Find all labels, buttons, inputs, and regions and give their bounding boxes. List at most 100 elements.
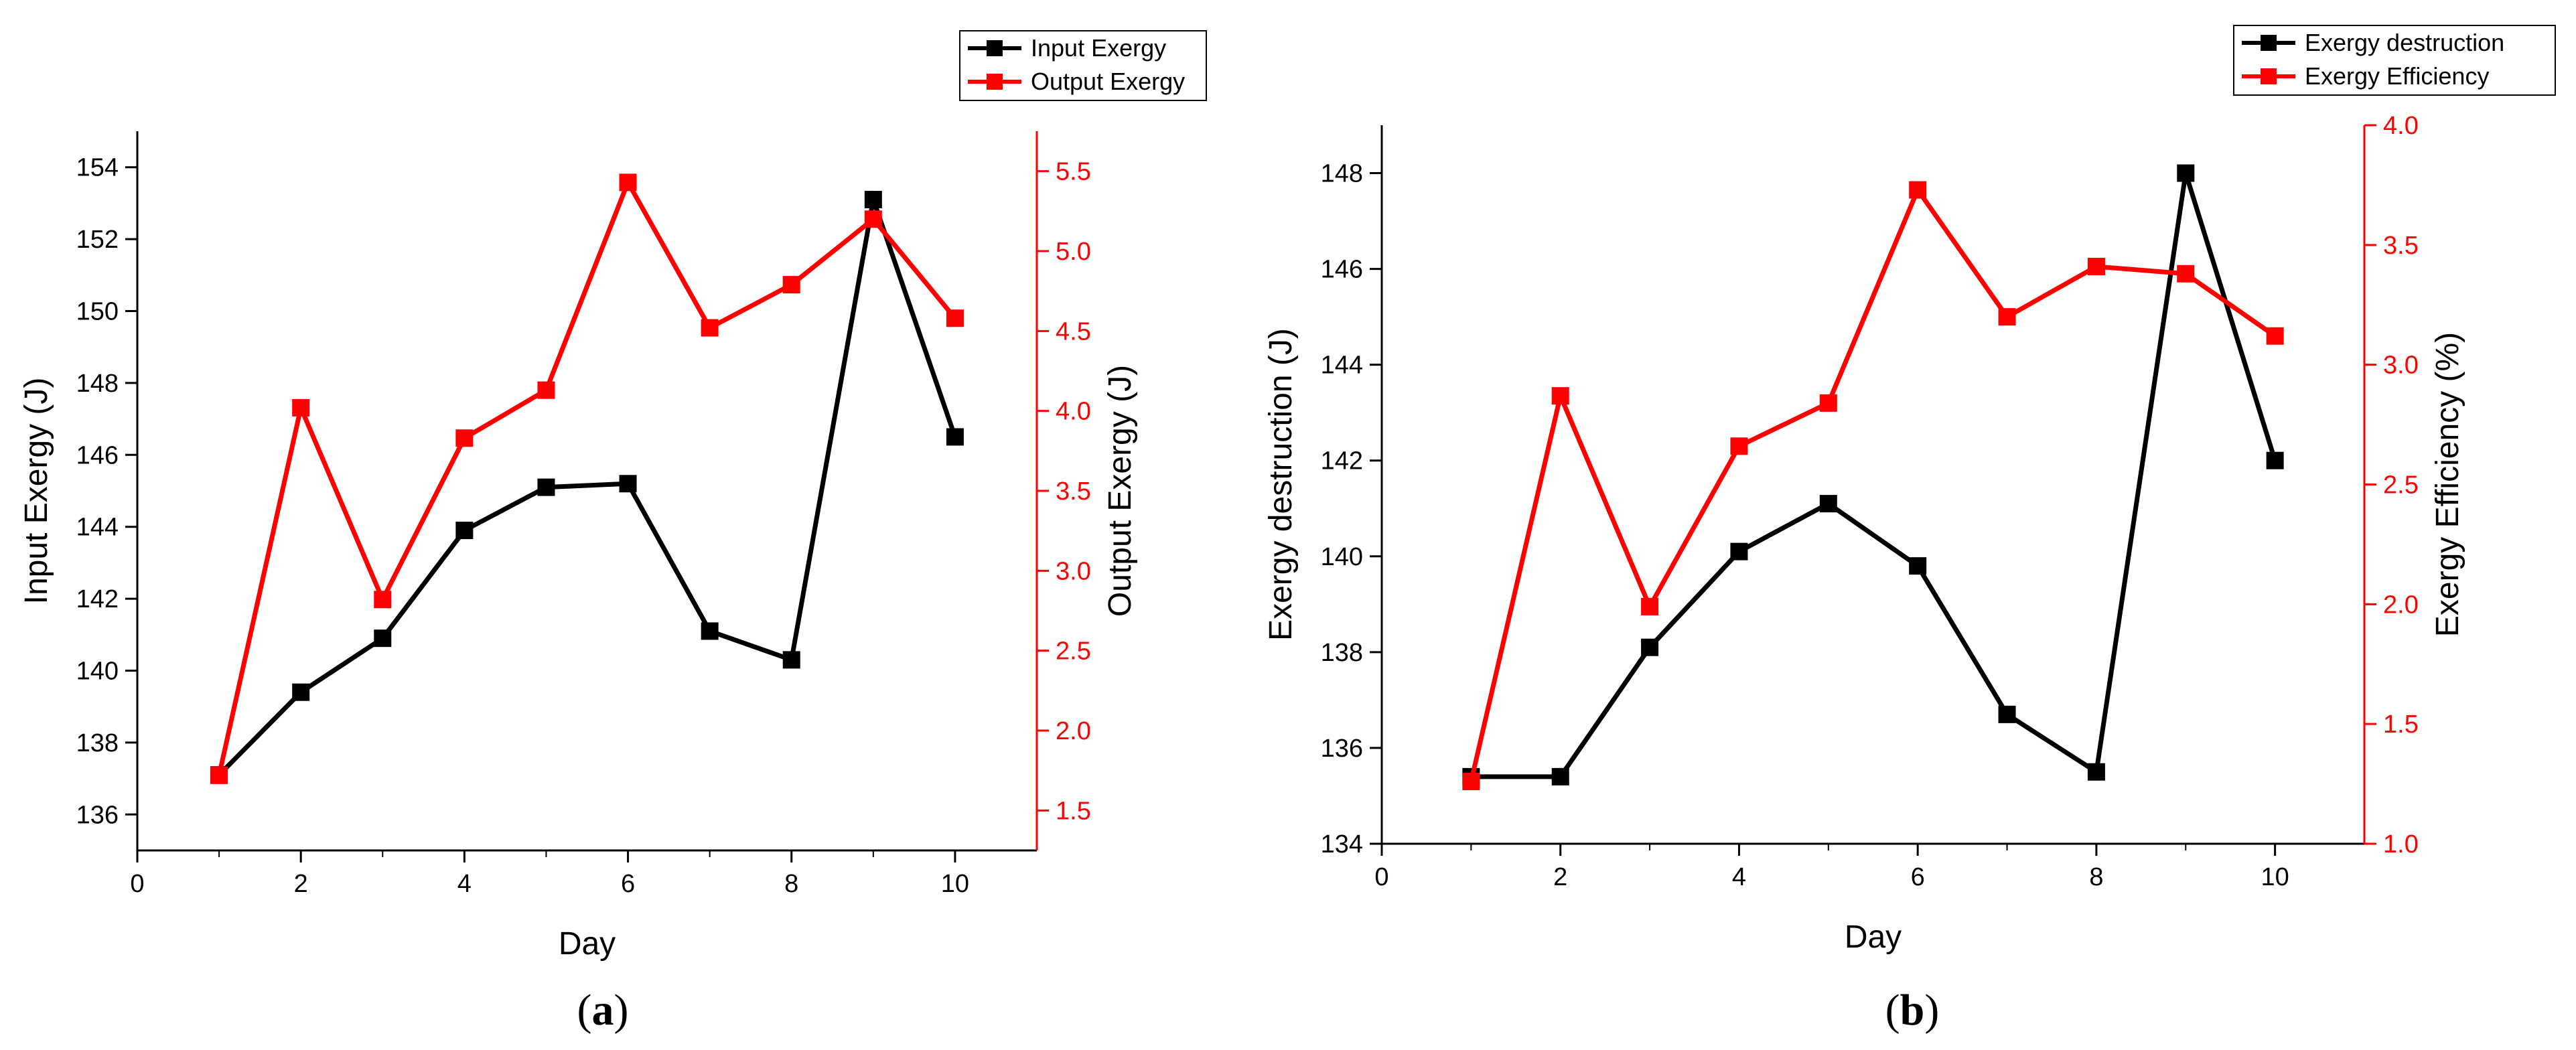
data-point [537,478,555,496]
data-point [1551,387,1569,405]
right-y-tick-label: 4.5 [1056,317,1091,346]
x-tick-label: 4 [457,870,472,898]
right-y-tick-label: 3.5 [1056,477,1091,506]
data-point [1819,495,1837,513]
x-tick-label: 6 [621,870,635,898]
right-y-tick-label: 1.5 [2383,710,2419,739]
legend: Exergy destruction Exergy Efficiency [2233,25,2556,96]
data-point [1641,638,1659,656]
chart-panel-b: 0 2 4 6 8 10 134 136 138 140 142 144 146 148 1.0 1.5 2.0… [1263,25,2556,1035]
x-tick-label: 0 [130,870,144,898]
legend-box [2233,25,2556,96]
data-point [2266,327,2284,345]
data-point [2087,763,2105,781]
caption-letter: b [1900,986,1925,1035]
left-y-axis-title: Input Exergy (J) [19,378,54,605]
panel-caption: (b) [1885,986,1940,1035]
left-y-tick-label: 148 [76,370,119,398]
caption-paren-close: ) [1924,986,1939,1035]
legend-marker-swatch [987,40,1003,56]
data-point [619,475,637,493]
series-line-exergy-efficiency [1468,185,2277,782]
data-point [1909,181,1927,199]
legend-label: Exergy Efficiency [2305,62,2489,90]
data-point [2266,451,2284,469]
right-y-tick-label: 3.0 [1056,557,1091,585]
legend: Input Exergy Output Exergy [959,30,1207,101]
left-y-tick-label: 134 [1321,830,1363,858]
legend-entry: Output Exergy [968,68,1185,95]
right-y-tick-label: 4.0 [2383,112,2419,140]
x-tick-label: 2 [294,870,308,898]
data-point [782,651,800,669]
legend-entry: Input Exergy [968,34,1166,62]
legend-marker-swatch [2261,35,2277,51]
data-point [1819,394,1837,412]
data-point [1551,767,1569,785]
data-point [1998,308,2016,326]
right-y-axis-title: Output Exergy (J) [1102,365,1138,617]
data-point [2087,258,2105,276]
left-y-tick-label: 142 [76,585,119,613]
right-y-tick-label: 2.5 [2383,471,2419,500]
chart-panel-a: 0 2 4 6 8 10 136 138 140 142 144 146 148 150 152 154 1.5… [19,30,1207,1035]
legend-entry: Exergy destruction [2242,29,2504,56]
data-point [374,629,392,648]
data-point [1909,557,1927,575]
caption-paren-close: ) [614,986,629,1035]
caption-paren-open: ( [1885,986,1900,1035]
x-tick-label: 10 [2261,863,2289,891]
legend-label: Output Exergy [1031,68,1185,95]
data-point [1730,437,1748,455]
data-point [2177,265,2195,283]
data-point [619,173,637,192]
data-point [701,319,719,337]
left-y-tick-label: 142 [1321,447,1363,475]
right-y-tick-label: 2.5 [1056,638,1091,666]
data-point [455,429,474,447]
x-tick-label: 4 [1732,863,1746,891]
legend-marker-swatch [987,74,1003,90]
data-point [537,381,555,399]
right-y-tick-label: 4.0 [1056,398,1091,426]
data-point [1462,773,1480,791]
caption-paren-open: ( [577,986,592,1035]
left-y-tick-label: 148 [1321,160,1363,188]
data-point [2177,164,2195,182]
data-point [1730,542,1748,560]
x-tick-label: 8 [2089,863,2103,891]
x-axis-title: Day [559,926,616,962]
left-y-tick-label: 150 [76,298,119,326]
data-point [455,522,474,540]
data-point [946,309,964,327]
right-y-tick-label: 5.5 [1056,158,1091,186]
left-y-tick-label: 136 [76,801,119,829]
left-y-tick-label: 154 [76,154,119,182]
x-tick-label: 8 [784,870,798,898]
left-y-tick-label: 146 [76,441,119,469]
left-y-tick-label: 138 [76,729,119,757]
left-y-tick-label: 140 [76,658,119,686]
data-point [782,276,800,294]
x-tick-label: 6 [1911,863,1925,891]
data-point [1641,597,1659,615]
right-y-axis-title: Exergy Efficiency (%) [2430,332,2465,637]
data-point [864,191,882,209]
legend-label: Exergy destruction [2305,29,2504,56]
left-y-tick-label: 144 [76,514,119,542]
data-point [292,398,310,417]
x-tick-label: 2 [1553,863,1567,891]
left-y-tick-label: 146 [1321,256,1363,284]
legend-label: Input Exergy [1031,34,1166,62]
data-point [946,428,964,446]
right-y-tick-label: 2.0 [1056,717,1091,745]
series-line-exergy-destruction [1471,172,2277,779]
left-y-axis-title: Exergy destruction (J) [1263,328,1299,641]
right-y-tick-label: 1.0 [2383,830,2419,858]
legend-marker-swatch [2261,68,2277,84]
left-y-tick-label: 136 [1321,735,1363,763]
left-y-tick-label: 140 [1321,543,1363,571]
series-line-input-exergy [217,190,958,777]
x-axis-title: Day [1845,919,1902,955]
